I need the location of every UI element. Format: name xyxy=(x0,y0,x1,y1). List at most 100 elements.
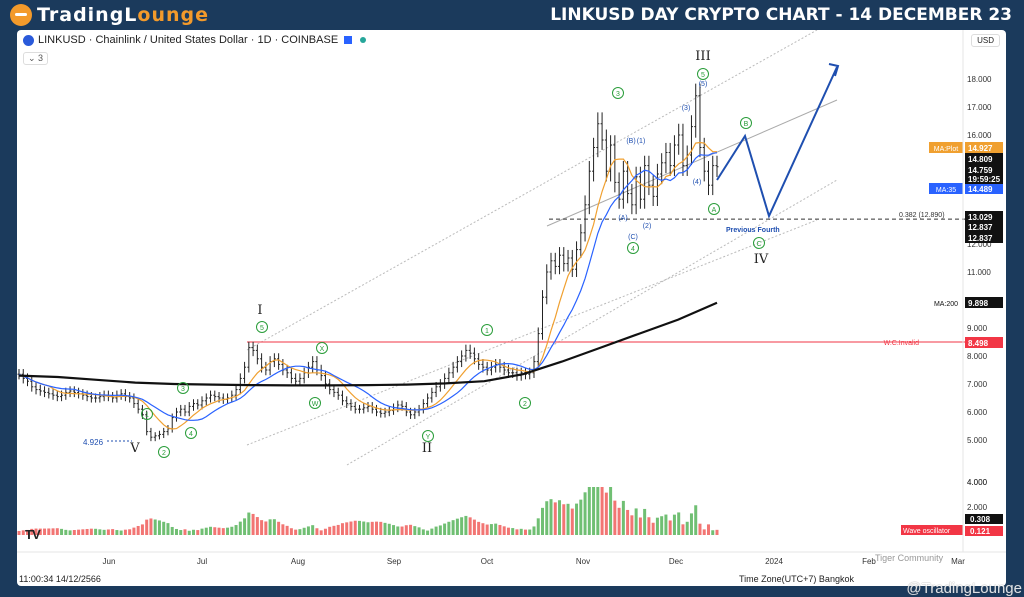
price-tick-label: 4.000 xyxy=(967,478,988,487)
oscillator-bar xyxy=(485,524,489,535)
oscillator-bar xyxy=(519,528,523,535)
oscillator-bar xyxy=(34,528,38,535)
oscillator-bar xyxy=(349,521,353,535)
oscillator-bar xyxy=(272,519,276,535)
oscillator-bar xyxy=(323,528,327,535)
osc-tick-label: 4.000 xyxy=(967,478,988,487)
oscillator-bar xyxy=(434,526,438,535)
price-tag xyxy=(965,173,1003,184)
symbol-legend[interactable]: LINKUSD · Chainlink / United States Doll… xyxy=(23,34,367,46)
wave-label-degree: (B) xyxy=(626,138,635,145)
logo-text-part2: ounge xyxy=(137,4,210,26)
oscillator-bar xyxy=(115,530,119,535)
oscillator-bar xyxy=(417,527,421,535)
ma-price-value: 14.489 xyxy=(968,185,993,194)
oscillator-bar xyxy=(170,526,174,535)
oscillator-bar xyxy=(251,513,255,535)
wave-label-degree: (5) xyxy=(699,81,708,88)
oscillator-bar xyxy=(102,529,106,535)
oscillator-bar xyxy=(362,521,366,535)
wave-label-circle xyxy=(519,397,531,409)
trend-channel-line xyxy=(246,30,818,351)
oscillator-bar xyxy=(51,528,55,535)
oscillator-bar xyxy=(204,527,208,535)
oscillator-bar xyxy=(498,524,502,535)
price-tag-value: 12.837 xyxy=(968,234,993,243)
oscillator-bar xyxy=(111,529,115,535)
oscillator-bar xyxy=(481,523,485,535)
oscillator-bar xyxy=(575,503,579,535)
oscillator-bar xyxy=(285,525,289,535)
wave-label-circle xyxy=(309,397,321,409)
oscillator-bar xyxy=(183,529,187,535)
wave-label-major: V xyxy=(129,441,140,456)
wave-label-major: I xyxy=(257,303,262,318)
price-tick-label: 11.000 xyxy=(967,268,991,277)
oscillator-bar xyxy=(566,503,570,535)
wave-label-minor: 2 xyxy=(162,450,166,457)
wave-label-minor: 5 xyxy=(260,325,264,332)
price-tick-label: 6.000 xyxy=(967,408,988,417)
oscillator-bar xyxy=(340,523,344,535)
oscillator-bar xyxy=(677,512,681,535)
flag-icon[interactable] xyxy=(344,36,353,44)
chevron-down-icon: ⌄ xyxy=(28,53,39,63)
oscillator-bar xyxy=(221,528,225,535)
oscillator-bar xyxy=(715,529,719,535)
oscillator-bar xyxy=(477,521,481,535)
logo-text-part1: TradingL xyxy=(37,4,138,26)
watermark: @TradingLounge xyxy=(906,580,1022,597)
oscillator-bar xyxy=(217,527,221,535)
wave-label-circle xyxy=(612,87,624,99)
wave-label-degree: (3) xyxy=(682,105,691,112)
oscillator-bar xyxy=(655,517,659,535)
osc-value-tag xyxy=(965,514,1003,524)
oscillator-bar xyxy=(209,526,213,535)
price-tick-label: 16.000 xyxy=(967,131,992,140)
oscillator-bar xyxy=(643,508,647,535)
currency-button[interactable]: USD xyxy=(971,34,1000,47)
oscillator-bar xyxy=(379,521,383,535)
oscillator-bar xyxy=(302,527,306,535)
oscillator-bar xyxy=(668,520,672,535)
oscillator-bar xyxy=(264,521,268,535)
ma-price-tag xyxy=(965,142,1003,153)
ma-price-tag xyxy=(965,183,1003,194)
wave-label-minor: 1 xyxy=(145,412,149,419)
oscillator-bar xyxy=(600,487,604,535)
oscillator-bar xyxy=(706,524,710,535)
symbol-title: LINKUSD · Chainlink / United States Doll… xyxy=(38,34,339,46)
wave-label-circle xyxy=(481,324,493,336)
price-tag xyxy=(965,211,1003,222)
oscillator-bar xyxy=(702,529,706,535)
oscillator-bar xyxy=(149,518,153,535)
wave-label-circle xyxy=(753,237,765,249)
oscillator-bar xyxy=(596,487,600,535)
oscillator-bar xyxy=(489,524,493,535)
oscillator-bar xyxy=(357,520,361,535)
oscillator-bar xyxy=(136,525,140,535)
oscillator-bar xyxy=(638,517,642,535)
wave-label-minor: B xyxy=(744,121,749,128)
oscillator-bar xyxy=(447,521,451,535)
oscillator-bar xyxy=(370,521,374,535)
trend-channel-line xyxy=(246,219,818,446)
oscillator-bar xyxy=(47,528,51,535)
wave-label-circle xyxy=(697,68,709,80)
oscillator-bar xyxy=(583,492,587,535)
wave-label-minor: 4 xyxy=(189,431,193,438)
oscillator-bar xyxy=(451,520,455,535)
oscillator-bar xyxy=(660,516,664,535)
oscillator-bar xyxy=(268,519,272,535)
price-tag xyxy=(965,337,1003,348)
indicator-toggle[interactable]: ⌄ 3 xyxy=(23,52,49,65)
osc-value: 0.121 xyxy=(970,527,991,536)
oscillator-bar xyxy=(472,519,476,535)
time-tick-label: Feb xyxy=(862,557,876,566)
price-tick-label: 12.000 xyxy=(967,240,992,249)
timezone-label[interactable]: Time Zone(UTC+7) Bangkok xyxy=(739,574,854,584)
wave-label-minor: 1 xyxy=(485,328,489,335)
chart-panel[interactable]: 4.000 5.000 6.000 7.000 8.000 9.000 11.000 12.0… xyxy=(17,30,1006,586)
chart-canvas[interactable]: 4.0005.0006.0007.0008.0009.00011.00012.0… xyxy=(17,30,1006,586)
price-tag-value: 14.809 xyxy=(968,155,993,164)
